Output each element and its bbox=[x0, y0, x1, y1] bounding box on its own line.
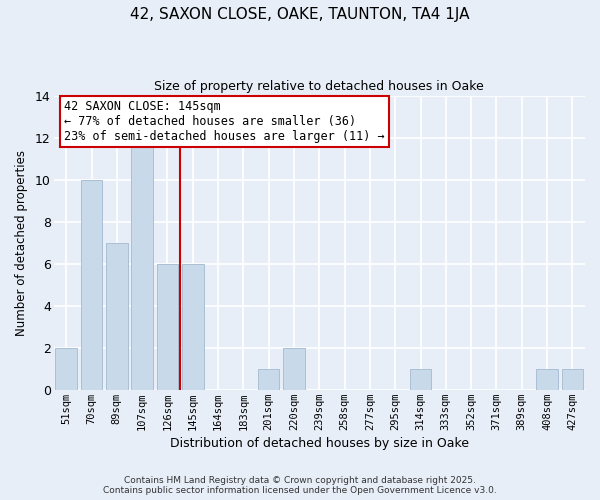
Bar bbox=[410, 369, 431, 390]
Bar bbox=[131, 138, 153, 390]
Y-axis label: Number of detached properties: Number of detached properties bbox=[15, 150, 28, 336]
Bar bbox=[157, 264, 178, 390]
Bar bbox=[106, 242, 128, 390]
Bar bbox=[283, 348, 305, 390]
Bar bbox=[182, 264, 203, 390]
X-axis label: Distribution of detached houses by size in Oake: Distribution of detached houses by size … bbox=[170, 437, 469, 450]
Text: 42, SAXON CLOSE, OAKE, TAUNTON, TA4 1JA: 42, SAXON CLOSE, OAKE, TAUNTON, TA4 1JA bbox=[130, 8, 470, 22]
Text: Contains HM Land Registry data © Crown copyright and database right 2025.
Contai: Contains HM Land Registry data © Crown c… bbox=[103, 476, 497, 495]
Bar bbox=[55, 348, 77, 390]
Bar bbox=[536, 369, 558, 390]
Title: Size of property relative to detached houses in Oake: Size of property relative to detached ho… bbox=[154, 80, 484, 93]
Text: 42 SAXON CLOSE: 145sqm
← 77% of detached houses are smaller (36)
23% of semi-det: 42 SAXON CLOSE: 145sqm ← 77% of detached… bbox=[64, 100, 385, 143]
Bar bbox=[258, 369, 280, 390]
Bar bbox=[562, 369, 583, 390]
Bar bbox=[81, 180, 103, 390]
